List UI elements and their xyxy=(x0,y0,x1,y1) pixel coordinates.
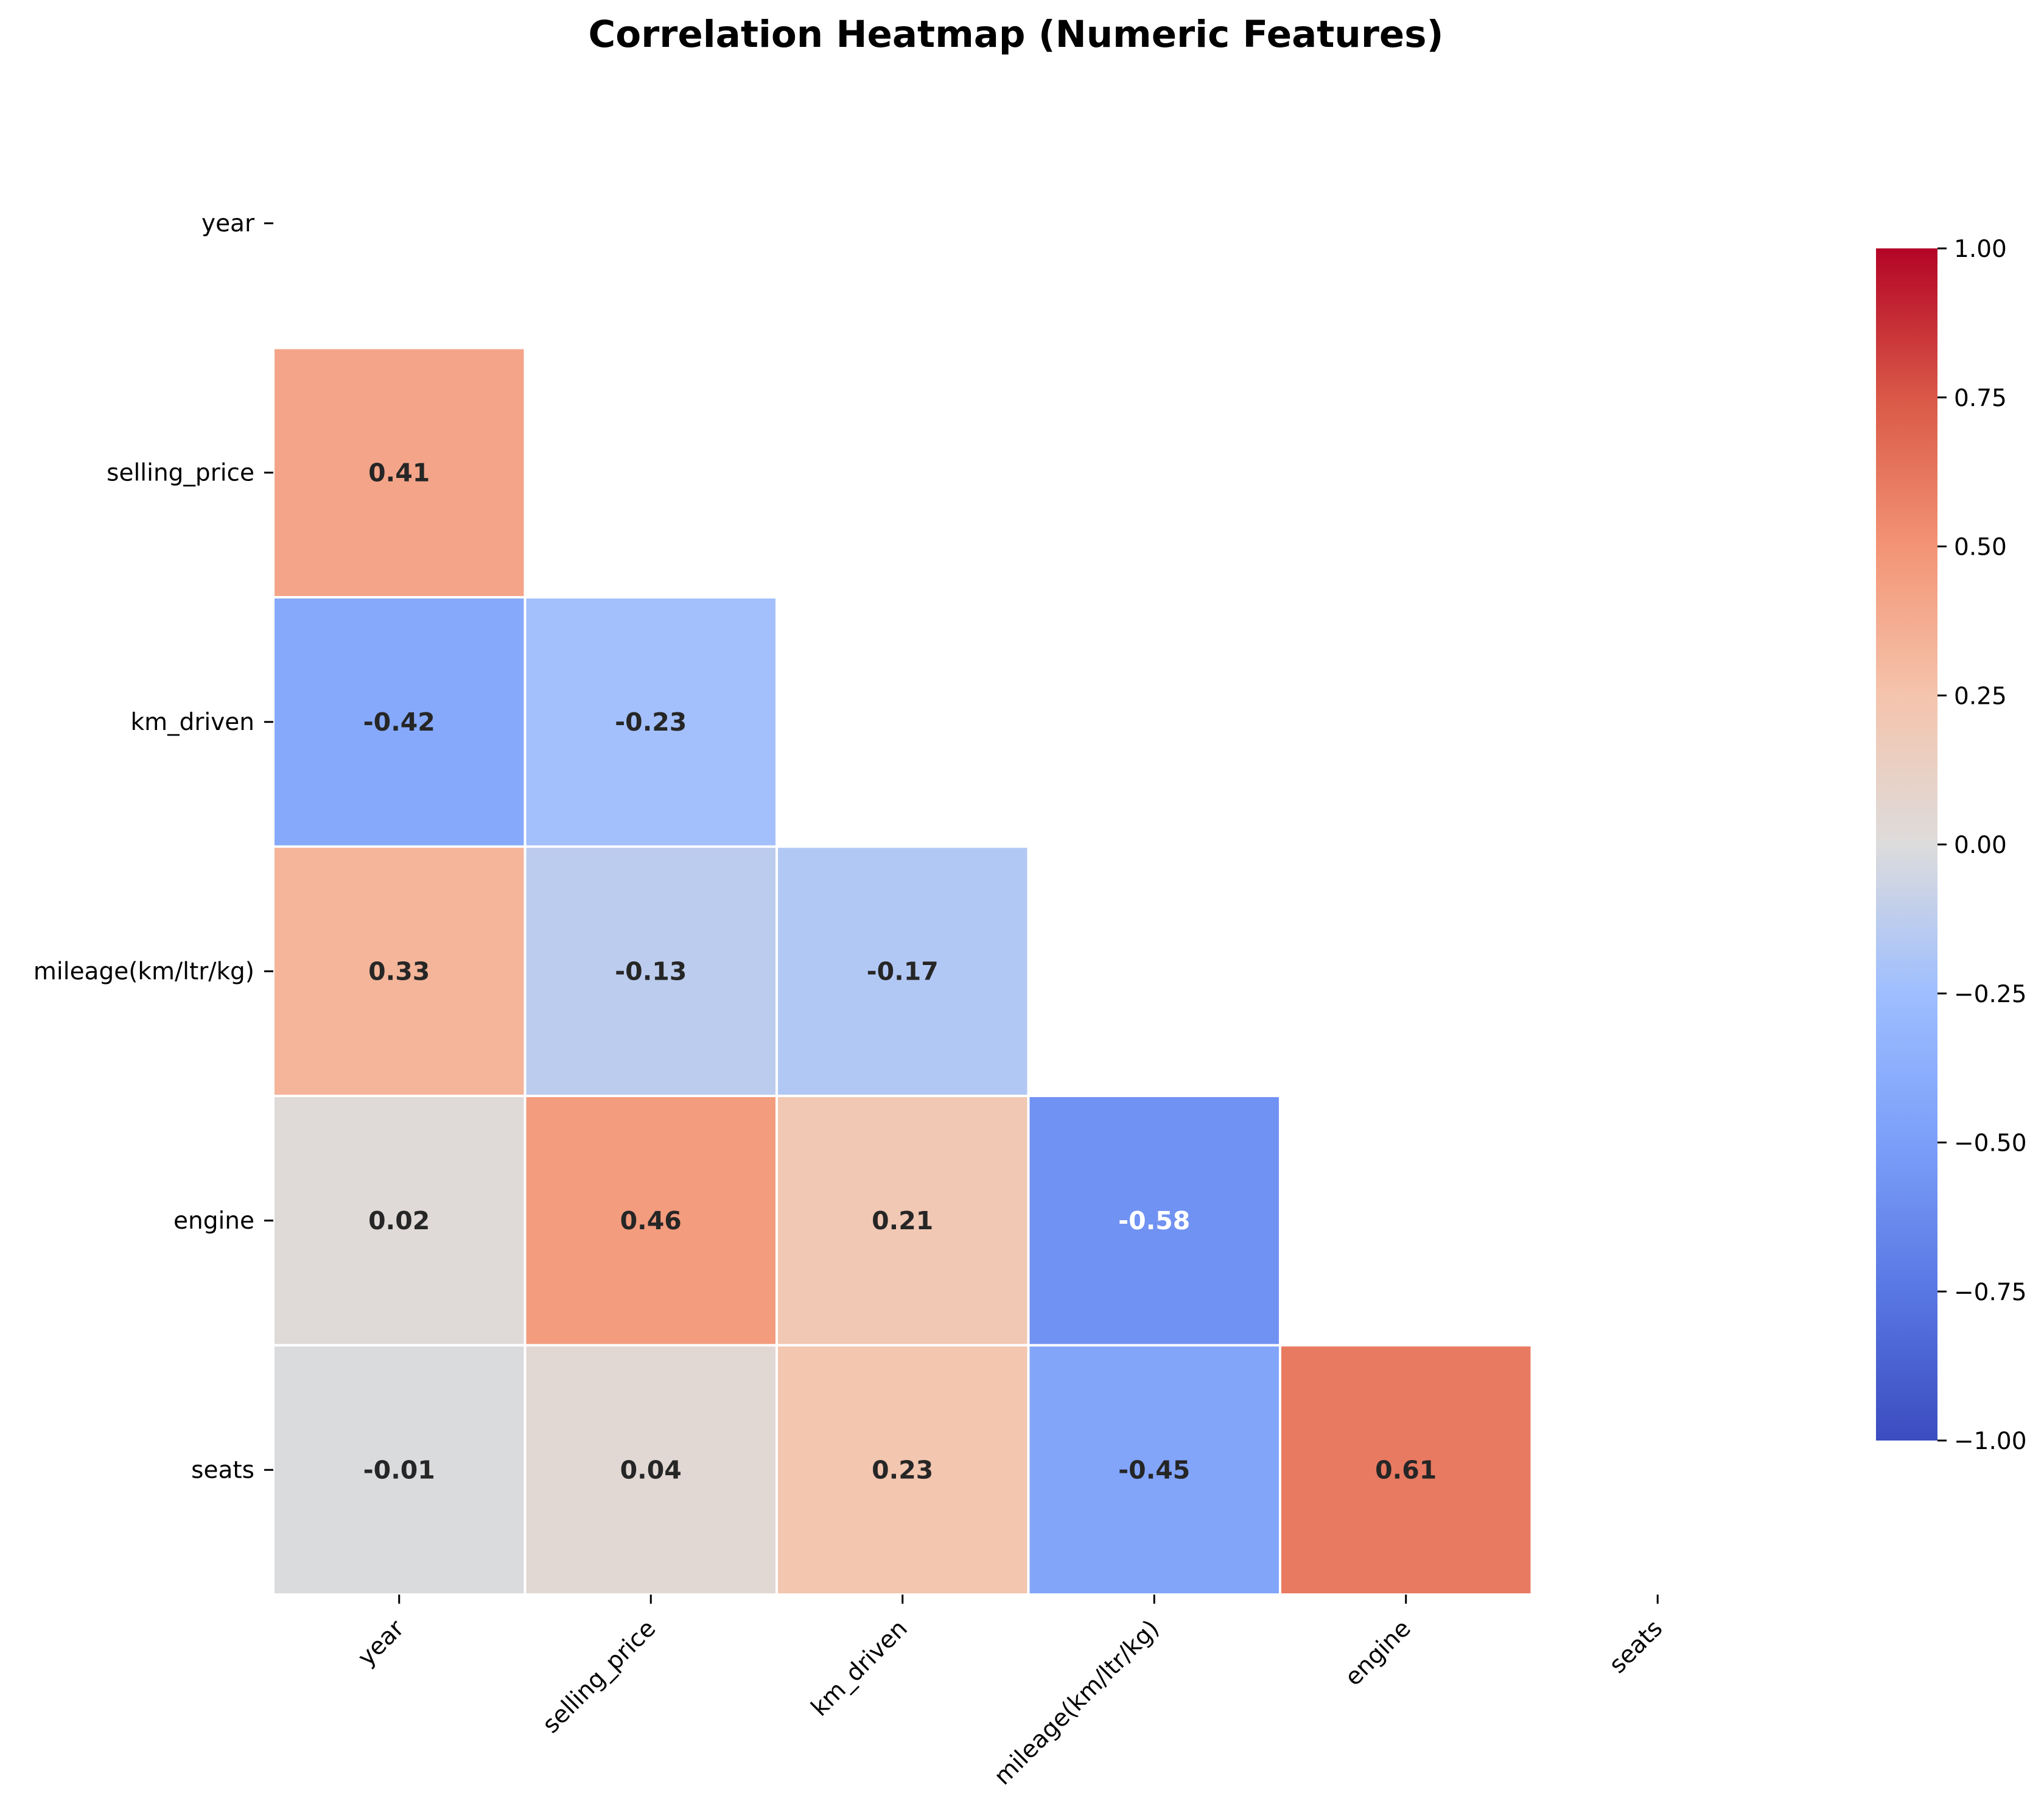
heatmap-cell-mileage-km-ltr-kg-km-driven xyxy=(775,845,1030,1097)
y-tick-label-selling-price: selling_price xyxy=(107,459,254,486)
cell-value-label: 0.41 xyxy=(368,458,430,487)
cell-value-label: 0.04 xyxy=(620,1455,682,1484)
colorbar-tick-label: −0.25 xyxy=(1954,981,2027,1008)
colorbar-tick-label: 0.25 xyxy=(1954,683,2007,710)
heatmap-cells xyxy=(272,346,1533,1596)
cell-value-label: 0.33 xyxy=(368,956,430,986)
y-tick-label-mileage-km-ltr-kg: mileage(km/ltr/kg) xyxy=(33,958,254,985)
heatmap-cell-engine-mileage-km-ltr-kg xyxy=(1027,1095,1281,1347)
x-tick-label-engine: engine xyxy=(1340,1615,1416,1691)
colorbar-tick-label: −1.00 xyxy=(1954,1428,2027,1455)
heatmap-cell-km-driven-selling-price xyxy=(523,596,778,848)
heatmap-cell-mileage-km-ltr-kg-selling-price xyxy=(523,845,778,1097)
heatmap-cell-km-driven-year xyxy=(272,596,527,848)
x-tick-label-seats: seats xyxy=(1604,1615,1668,1679)
colorbar: 1.00 0.75 0.50 0.25 0.00 −0.25 −0.50 −0.75 −1.00 xyxy=(1876,236,2027,1455)
cell-value-label: -0.23 xyxy=(615,707,687,737)
cell-value-label: -0.13 xyxy=(615,956,687,986)
cell-value-label: -0.45 xyxy=(1118,1455,1190,1484)
cell-value-label: 0.02 xyxy=(368,1206,430,1235)
y-tick-label-year: year xyxy=(201,210,255,237)
cell-value-label: 0.61 xyxy=(1375,1455,1437,1484)
x-tick-label-km-driven: km_driven xyxy=(806,1615,913,1722)
cell-value-label: -0.01 xyxy=(363,1455,435,1484)
heatmap-cell-labels: 0.41 -0.42 -0.23 0.33 -0.13 -0.17 0.02 0.46 0.21… xyxy=(363,458,1437,1484)
heatmap-cell-mileage-km-ltr-kg-year xyxy=(272,845,527,1097)
x-tick-label-mileage-km-ltr-kg: mileage(km/ltr/kg) xyxy=(989,1615,1165,1791)
colorbar-tick-label: 0.75 xyxy=(1954,385,2007,412)
x-axis-ticks: year selling_price km_driven mileage(km/ltr… xyxy=(352,1595,1668,1791)
cell-value-label: -0.17 xyxy=(867,956,939,986)
cell-value-label: -0.58 xyxy=(1118,1206,1190,1235)
colorbar-ticks: 1.00 0.75 0.50 0.25 0.00 −0.25 −0.50 −0.75 −1.00 xyxy=(1937,236,2027,1455)
colorbar-tick-label: 0.50 xyxy=(1954,534,2007,561)
colorbar-tick-label: 0.00 xyxy=(1954,832,2007,859)
colorbar-gradient xyxy=(1876,248,1937,1441)
heatmap-cell-seats-km-driven xyxy=(775,1344,1030,1596)
y-tick-label-km-driven: km_driven xyxy=(131,709,255,736)
x-tick-label-selling-price: selling_price xyxy=(537,1615,662,1739)
y-tick-label-seats: seats xyxy=(191,1456,254,1484)
y-axis-ticks: year selling_price km_driven mileage(km/ltr… xyxy=(33,210,273,1484)
colorbar-tick-label: −0.50 xyxy=(1954,1130,2027,1157)
colorbar-tick-label: −0.75 xyxy=(1954,1279,2027,1306)
heatmap-cell-engine-selling-price xyxy=(523,1095,778,1347)
cell-value-label: 0.21 xyxy=(872,1206,933,1235)
chart-title: Correlation Heatmap (Numeric Features) xyxy=(589,13,1444,56)
colorbar-tick-label: 1.00 xyxy=(1954,236,2007,263)
cell-value-label: 0.23 xyxy=(872,1455,933,1484)
x-tick-label-year: year xyxy=(352,1615,410,1672)
cell-value-label: -0.42 xyxy=(363,707,435,737)
heatmap-cell-seats-engine xyxy=(1279,1344,1533,1596)
heatmap-cell-selling-price-year xyxy=(272,346,527,598)
cell-value-label: 0.46 xyxy=(620,1206,682,1235)
heatmap-cell-seats-selling-price xyxy=(523,1344,778,1596)
y-tick-label-engine: engine xyxy=(173,1207,254,1235)
heatmap-cell-seats-mileage-km-ltr-kg xyxy=(1027,1344,1281,1596)
